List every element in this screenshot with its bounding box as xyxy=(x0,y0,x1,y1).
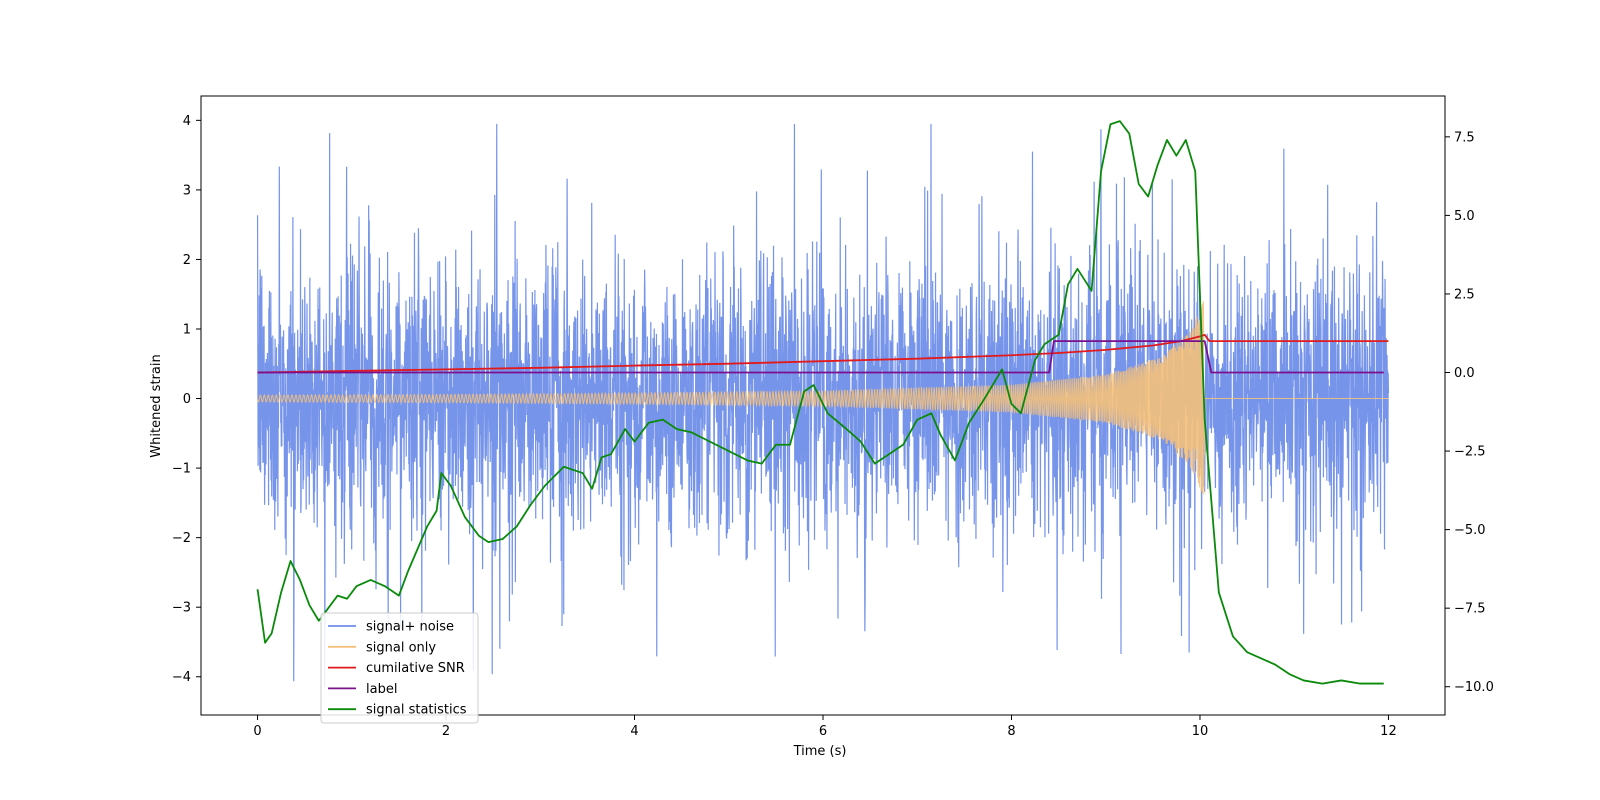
series-signal-statistics xyxy=(256,120,1384,685)
y-tick-label-left: 4 xyxy=(183,114,191,129)
series-layer xyxy=(256,120,1390,688)
y-tick-label-right: 2.5 xyxy=(1454,287,1475,302)
y-axis-label: Whitened strain xyxy=(149,354,164,457)
legend-label: signal only xyxy=(366,640,436,655)
legend: signal+ noise signal only cumilative SNR la… xyxy=(320,612,479,724)
y-tick-label-left: 0 xyxy=(183,392,191,407)
series-signal-only xyxy=(257,301,1389,495)
y-tick-label-left: 1 xyxy=(183,322,191,337)
y-axis-left: −4 −3 −2 −1 0 1 2 3 4 xyxy=(172,114,201,685)
x-tick-label: 6 xyxy=(819,724,827,739)
y-tick-label-right: −5.0 xyxy=(1454,523,1486,538)
legend-label: signal+ noise xyxy=(366,620,454,635)
y-tick-label-right: 0.0 xyxy=(1454,366,1475,381)
series-label xyxy=(257,340,1384,374)
y-tick-label-left: −2 xyxy=(172,531,191,546)
legend-label: cumilative SNR xyxy=(366,661,465,676)
legend-entries: signal+ noise signal only cumilative SNR la… xyxy=(328,620,467,718)
x-tick-label: 0 xyxy=(253,724,261,739)
y-tick-label-right: −2.5 xyxy=(1454,445,1486,460)
y-tick-label-left: −1 xyxy=(172,462,191,477)
legend-label: signal statistics xyxy=(366,703,467,718)
y-tick-label-left: 2 xyxy=(183,253,191,268)
x-tick-label: 8 xyxy=(1007,724,1015,739)
y-axis-right: −10.0 −7.5 −5.0 −2.5 0.0 2.5 5.0 7.5 xyxy=(1445,130,1494,695)
y-tick-label-right: 7.5 xyxy=(1454,130,1475,145)
x-axis: 0 2 4 6 8 10 12 xyxy=(253,715,1397,739)
legend-box xyxy=(320,612,479,724)
y-tick-label-left: −3 xyxy=(172,601,191,616)
x-tick-label: 12 xyxy=(1380,724,1397,739)
x-tick-label: 10 xyxy=(1192,724,1209,739)
y-tick-label-left: −4 xyxy=(172,670,191,685)
y-tick-label-right: −7.5 xyxy=(1454,602,1486,617)
x-tick-label: 2 xyxy=(442,724,450,739)
y-tick-label-left: 3 xyxy=(183,183,191,198)
y-tick-label-right: −10.0 xyxy=(1454,680,1494,695)
x-axis-label: Time (s) xyxy=(793,744,847,759)
y-tick-label-right: 5.0 xyxy=(1454,209,1475,224)
x-tick-label: 4 xyxy=(630,724,638,739)
legend-label: label xyxy=(366,682,397,697)
